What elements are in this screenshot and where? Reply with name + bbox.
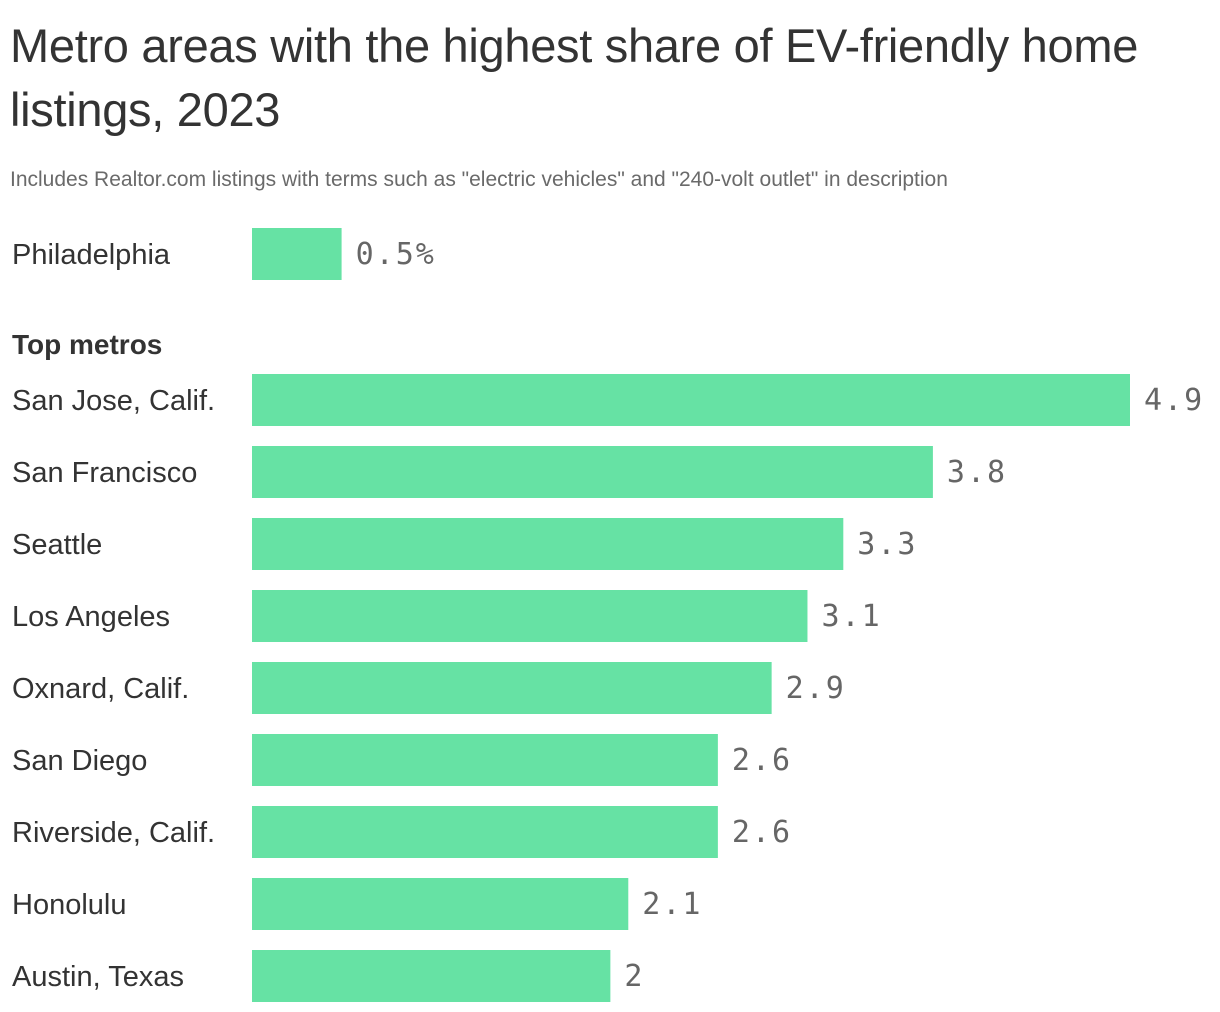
category-label: San Diego <box>12 745 147 777</box>
bar-1-5 <box>252 734 718 786</box>
bar-1-3 <box>252 590 808 642</box>
chart-title: Metro areas with the highest share of EV… <box>10 19 1139 136</box>
category-label: Oxnard, Calif. <box>12 673 189 705</box>
category-label: Los Angeles <box>12 601 170 633</box>
category-label: San Francisco <box>12 457 197 489</box>
bar-1-0 <box>252 374 1130 426</box>
category-label: Austin, Texas <box>12 961 184 993</box>
category-label: Honolulu <box>12 889 126 921</box>
category-label: Riverside, Calif. <box>12 817 215 849</box>
bar-1-7 <box>252 878 629 930</box>
category-label: Seattle <box>12 529 102 561</box>
bar-1-6 <box>252 806 718 858</box>
category-label: Philadelphia <box>12 239 171 271</box>
bar-1-2 <box>252 518 844 570</box>
bar-1-4 <box>252 662 772 714</box>
value-label: 4.9 <box>1144 383 1204 418</box>
value-label: 2 <box>624 959 644 994</box>
value-label: 2.1 <box>642 887 702 922</box>
value-label: 2.9 <box>786 671 846 706</box>
bar-1-1 <box>252 446 933 498</box>
value-label: 2.6 <box>732 815 792 850</box>
value-label: 3.1 <box>821 599 881 634</box>
chart-subtitle: Includes Realtor.com listings with terms… <box>10 168 948 191</box>
value-label: 0.5% <box>356 237 436 272</box>
bar-1-8 <box>252 950 611 1002</box>
category-label: San Jose, Calif. <box>12 385 215 417</box>
bar-0-0 <box>252 228 342 280</box>
value-label: 3.8 <box>947 455 1007 490</box>
value-label: 3.3 <box>857 527 917 562</box>
section-label-top-metros: Top metros <box>12 329 163 360</box>
value-label: 2.6 <box>732 743 792 778</box>
